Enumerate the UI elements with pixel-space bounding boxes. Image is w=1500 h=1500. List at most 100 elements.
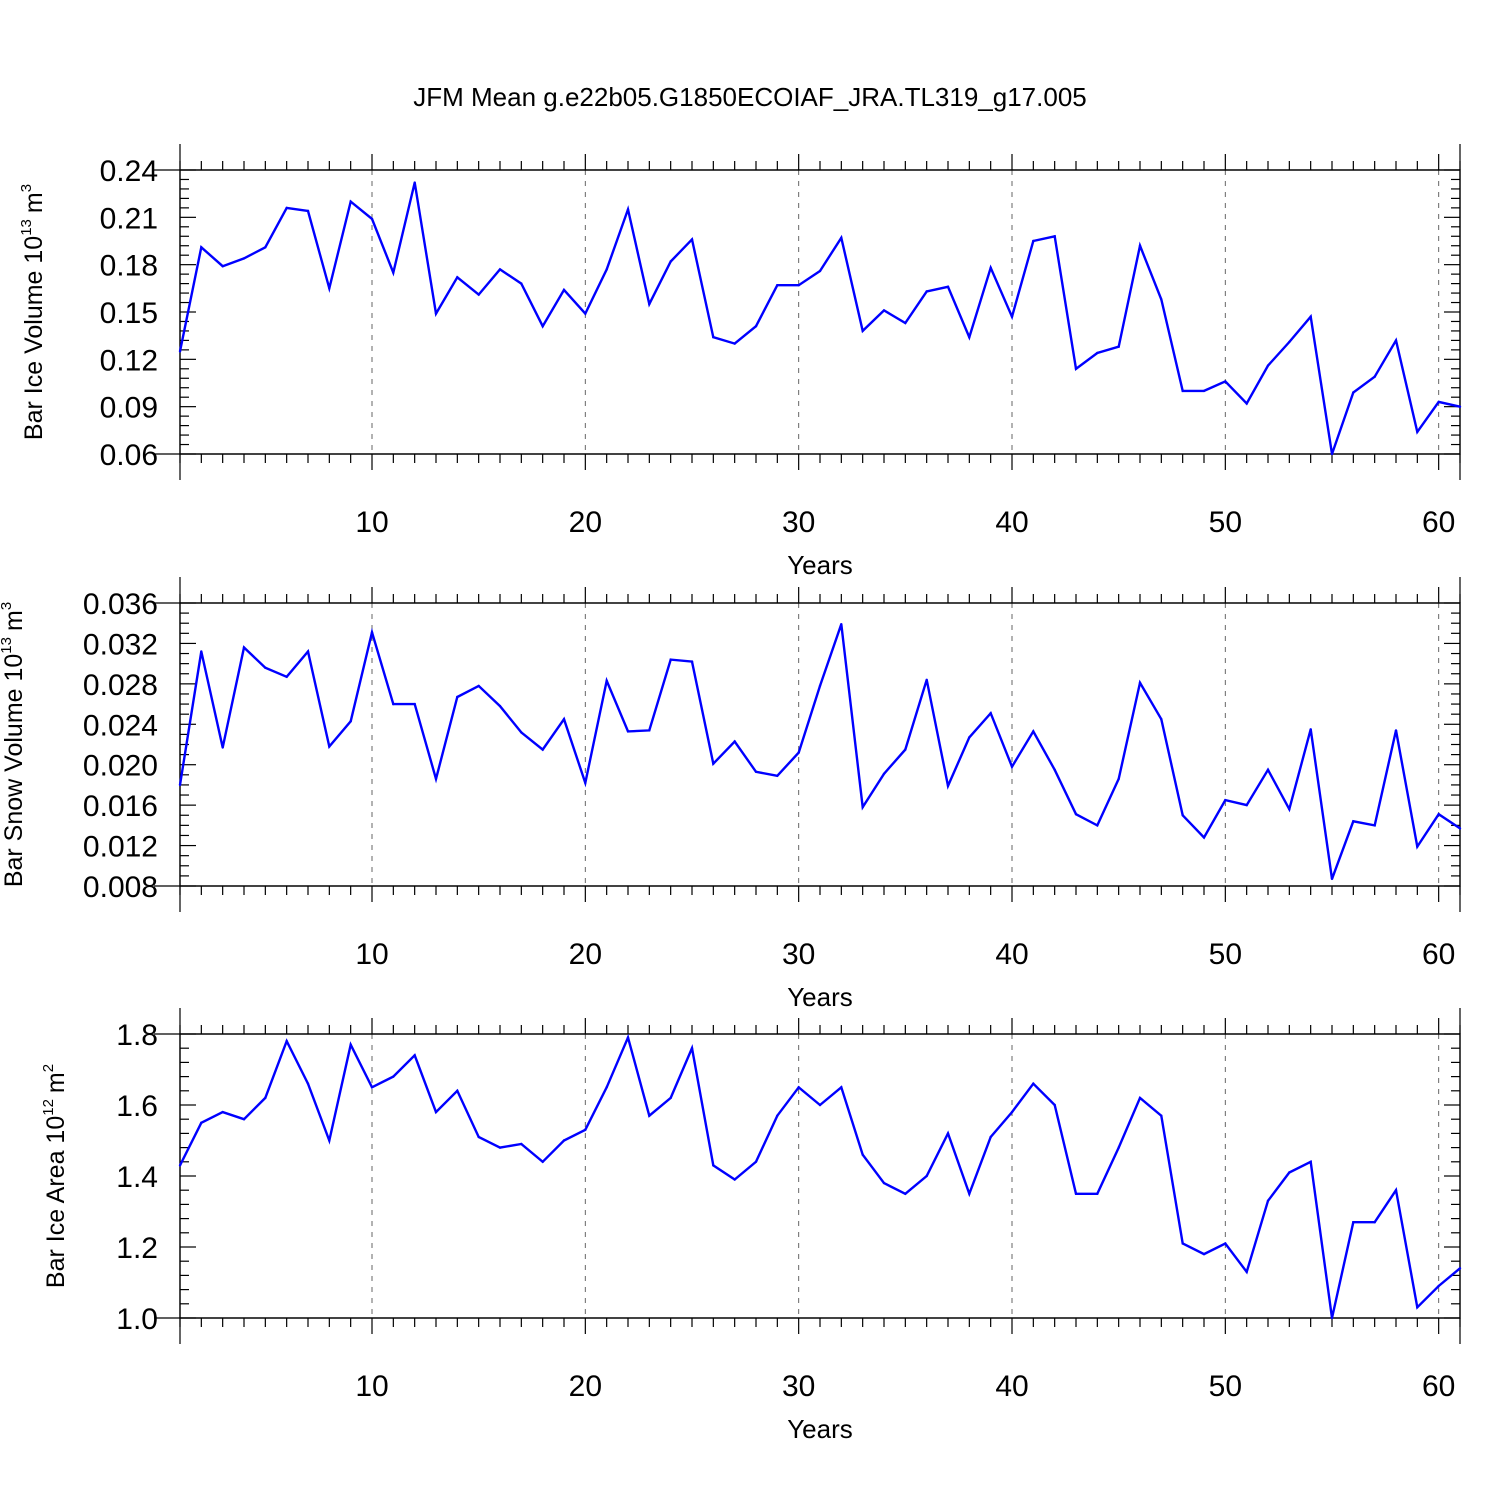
- data-point: [1181, 389, 1184, 393]
- data-point: [754, 325, 758, 328]
- data-point: [1458, 827, 1462, 830]
- data-point: [925, 290, 928, 293]
- data-point: [797, 1086, 800, 1089]
- data-point: [1309, 315, 1312, 318]
- x-tick-label: 50: [1209, 1370, 1242, 1403]
- data-point: [690, 1047, 694, 1050]
- y-tick-label: 0.24: [100, 155, 158, 188]
- data-point: [498, 704, 502, 708]
- y-tick-label: 0.09: [100, 392, 158, 425]
- y-axis-label-unit-exponent: 2: [40, 1064, 57, 1072]
- data-point: [1010, 765, 1014, 768]
- data-point: [1138, 681, 1142, 684]
- x-tick-label: 60: [1422, 938, 1455, 971]
- y-tick-label: 0.032: [83, 628, 158, 661]
- data-point: [776, 284, 779, 287]
- data-point: [626, 1036, 630, 1039]
- data-point: [392, 271, 395, 274]
- data-point: [328, 287, 331, 290]
- data-point: [1245, 803, 1248, 807]
- data-point: [861, 806, 864, 809]
- data-point: [1032, 1082, 1035, 1085]
- data-point: [1288, 1171, 1291, 1174]
- data-point: [434, 777, 438, 781]
- y-tick-label: 0.18: [100, 250, 158, 283]
- data-point: [818, 684, 822, 688]
- data-point: [477, 684, 480, 688]
- data-point: [648, 729, 651, 732]
- data-point: [1202, 836, 1206, 839]
- data-point: [1458, 405, 1462, 408]
- data-point: [1266, 364, 1270, 367]
- data-point: [882, 309, 886, 312]
- data-point: [413, 702, 416, 706]
- x-tick-label: 30: [782, 506, 815, 539]
- data-point: [1138, 244, 1142, 247]
- data-point: [1117, 1146, 1120, 1149]
- data-point: [1074, 367, 1078, 370]
- data-point: [541, 748, 544, 751]
- data-point: [1096, 351, 1099, 355]
- data-point: [1053, 768, 1056, 771]
- data-point: [968, 736, 971, 739]
- data-point: [904, 321, 907, 325]
- data-point: [1245, 1270, 1248, 1274]
- data-point: [1437, 813, 1440, 816]
- x-tick-label: 40: [995, 506, 1028, 539]
- x-tick-label: 60: [1422, 506, 1455, 539]
- y-axis-label: Bar Ice Volume 1013 m3: [18, 184, 48, 440]
- data-point: [264, 246, 267, 249]
- x-tick-label: 10: [355, 1370, 388, 1403]
- data-point: [861, 1153, 864, 1156]
- x-axis-label: Years: [787, 982, 853, 1012]
- data-point: [1373, 1221, 1376, 1224]
- data-point: [1245, 402, 1248, 405]
- y-tick-label: 0.012: [83, 831, 158, 864]
- x-tick-label: 20: [569, 506, 602, 539]
- data-point: [520, 731, 523, 734]
- y-tick-label: 0.020: [83, 750, 158, 783]
- data-point: [1096, 824, 1099, 827]
- data-point: [776, 1114, 779, 1117]
- y-axis-label-exponent: 12: [40, 1099, 57, 1116]
- x-axis-label: Years: [787, 550, 853, 580]
- data-point: [989, 1135, 992, 1139]
- y-tick-label: 0.15: [100, 297, 158, 330]
- data-point: [1330, 877, 1334, 881]
- data-point: [498, 1146, 502, 1149]
- data-point: [328, 745, 331, 748]
- data-point: [669, 658, 672, 661]
- data-point: [1160, 1114, 1163, 1117]
- y-tick-label: 0.016: [83, 790, 158, 823]
- data-point: [1096, 1192, 1099, 1196]
- y-axis-label-exponent: 13: [0, 637, 15, 654]
- data-point: [1010, 1110, 1014, 1114]
- data-point: [1224, 1242, 1227, 1245]
- data-point: [989, 712, 992, 715]
- data-point: [349, 200, 352, 203]
- x-tick-label: 10: [355, 938, 388, 971]
- data-point: [456, 695, 459, 699]
- plot-frame: [179, 1033, 1461, 1319]
- data-point: [648, 1114, 651, 1117]
- x-tick-label: 20: [569, 938, 602, 971]
- chart-title: JFM Mean g.e22b05.G1850ECOIAF_JRA.TL319_…: [413, 82, 1087, 112]
- data-point: [1309, 728, 1312, 731]
- data-point: [946, 1132, 950, 1135]
- data-point: [1437, 1284, 1440, 1288]
- data-point: [1394, 1189, 1398, 1192]
- data-point: [1394, 339, 1398, 342]
- data-point: [882, 772, 886, 775]
- data-point: [1160, 718, 1163, 721]
- y-axis-label-unit-exponent: 3: [0, 602, 15, 610]
- y-axis-label: Bar Ice Area 1012 m2: [40, 1064, 70, 1288]
- data-point: [968, 1192, 971, 1196]
- data-point: [1224, 798, 1227, 802]
- data-point: [626, 208, 630, 211]
- data-point: [946, 285, 950, 288]
- data-point: [1330, 1316, 1334, 1320]
- data-point: [840, 236, 843, 239]
- y-tick-label: 1.4: [116, 1161, 158, 1194]
- data-point: [477, 293, 480, 296]
